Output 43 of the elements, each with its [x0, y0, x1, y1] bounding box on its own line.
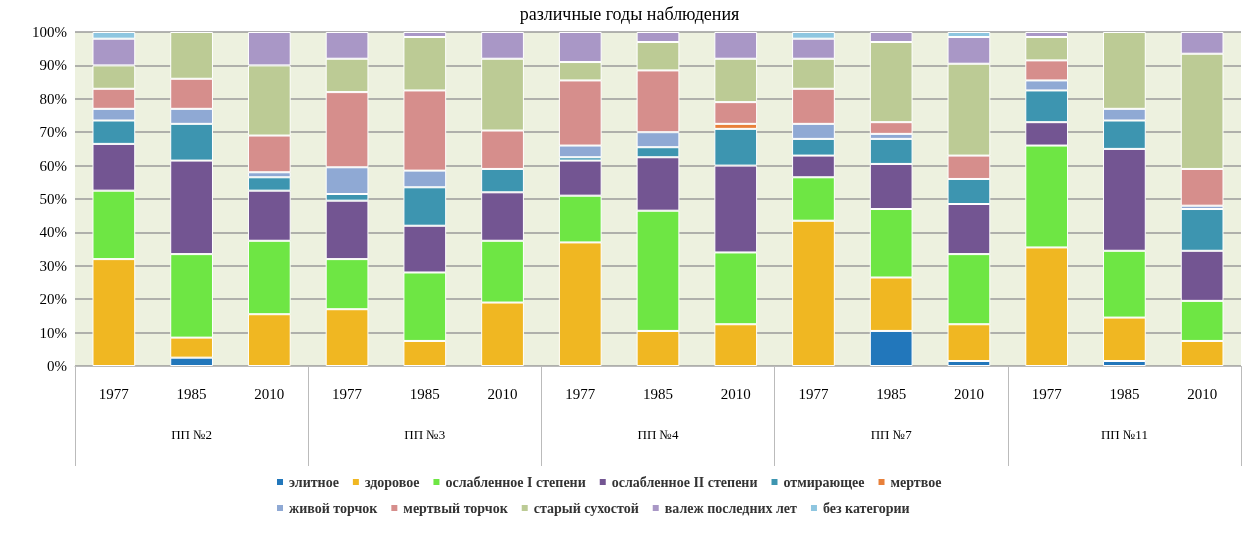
- x-tick-label: 1977: [798, 385, 829, 402]
- y-tick-label: 70%: [39, 124, 67, 141]
- x-tick-label: 1977: [332, 385, 363, 402]
- legend-label: мертвый торчок: [403, 500, 509, 516]
- y-tick-label: 100%: [32, 24, 67, 40]
- y-tick-label: 20%: [39, 291, 67, 308]
- x-tick-label: 2010: [1187, 385, 1218, 402]
- legend-label: мертвое: [890, 474, 942, 490]
- text: ПП №7: [870, 427, 913, 442]
- x-tick-label: 1985: [176, 385, 207, 402]
- x-tick-label: 1985: [409, 385, 440, 402]
- x-tick-label: 1985: [1109, 385, 1140, 402]
- text: ПП №11: [1100, 427, 1148, 442]
- legend-label: ослабленное I степени: [445, 474, 586, 490]
- x-tick-label: 2010: [720, 385, 751, 402]
- y-tick-label: 10%: [39, 324, 67, 341]
- x-tick-label: 1985: [876, 385, 907, 402]
- x-tick-label: 1977: [1031, 385, 1063, 402]
- legend-label: отмирающее: [783, 474, 865, 490]
- x-tick-label: 1977: [98, 385, 130, 402]
- text: ПП №4: [637, 427, 679, 442]
- legend-label: валеж последних лет: [664, 500, 798, 516]
- y-tick-label: 40%: [39, 224, 67, 241]
- y-tick-label: 0%: [47, 358, 67, 374]
- y-tick-label: 90%: [39, 57, 67, 74]
- legend-label: без категории: [822, 500, 910, 516]
- y-tick-label: 60%: [39, 157, 67, 174]
- y-tick-label: 30%: [39, 257, 67, 274]
- y-tick-label: 50%: [39, 191, 67, 207]
- x-tick-label: 2010: [953, 385, 984, 402]
- legend-label: здоровое: [364, 474, 420, 490]
- chart-title: различные годы наблюдения: [519, 4, 740, 24]
- legend-label: старый сухостой: [533, 500, 639, 516]
- x-tick-label: 2010: [254, 385, 285, 402]
- x-tick-label: 2010: [487, 385, 518, 402]
- legend-label: ослабленное II степени: [611, 474, 758, 490]
- text: ПП №3: [404, 427, 446, 442]
- text: ПП №2: [171, 427, 213, 442]
- y-tick-label: 80%: [39, 90, 67, 107]
- x-tick-label: 1977: [565, 385, 596, 402]
- legend-label: живой торчок: [289, 500, 379, 516]
- x-tick-label: 1985: [643, 385, 673, 402]
- legend-label: элитное: [289, 474, 339, 490]
